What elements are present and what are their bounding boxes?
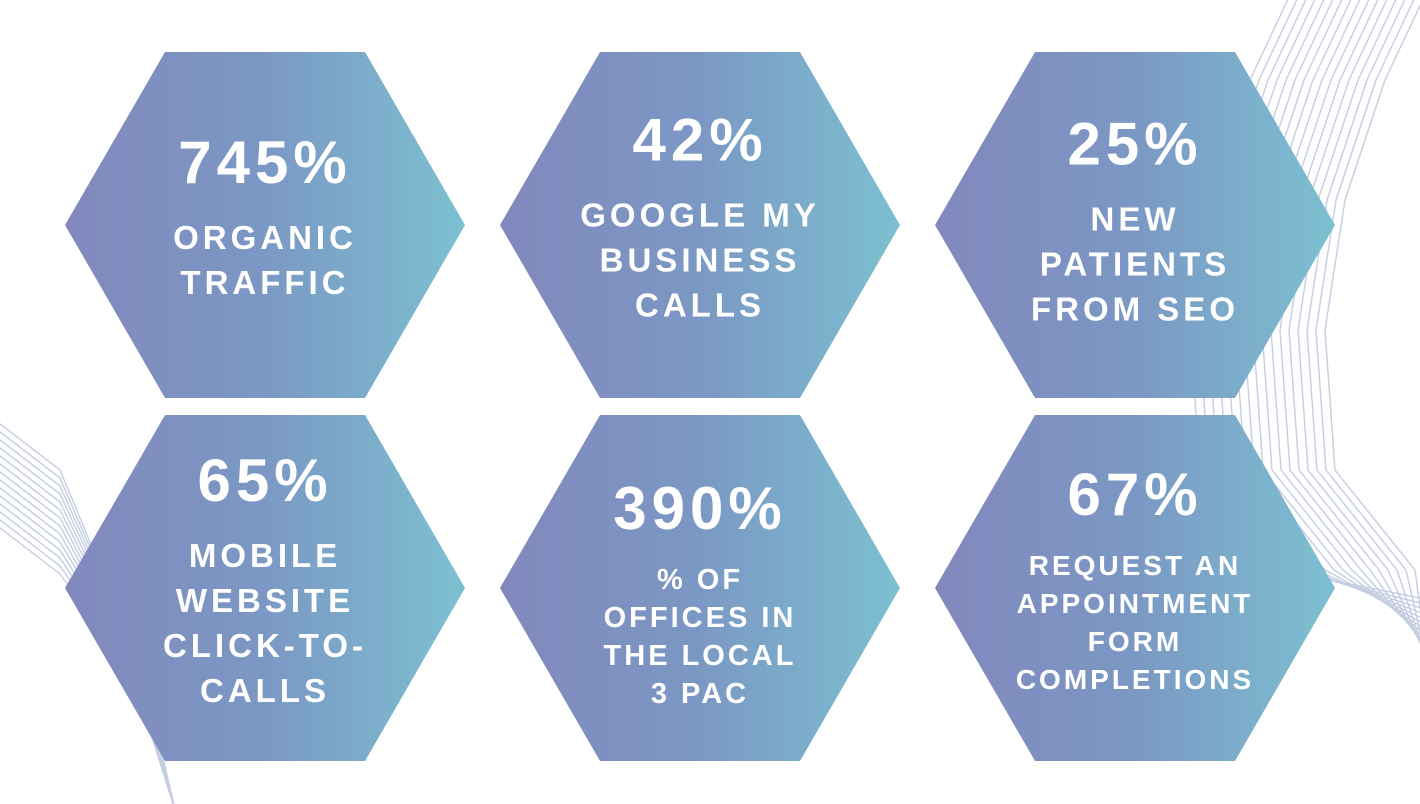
- stat-value: 745%: [178, 129, 352, 196]
- stat-label: MOBILE WEBSITE CLICK-TO- CALLS: [162, 537, 368, 709]
- decorative-line: [1297, 0, 1420, 644]
- stat-label: NEW PATIENTS FROM SEO: [1030, 200, 1239, 328]
- decorative-line: [1306, 0, 1420, 643]
- stat-hexagon-gmb-calls: 42% GOOGLE MY BUSINESS CALLS: [500, 52, 900, 398]
- stat-label: ORGANIC TRAFFIC: [173, 219, 357, 301]
- stat-label: % OF OFFICES IN THE LOCAL 3 PAC: [603, 564, 797, 710]
- stat-hexagon-mobile-click-to-calls: 65% MOBILE WEBSITE CLICK-TO- CALLS: [65, 415, 465, 761]
- decorative-line: [1279, 0, 1420, 642]
- stat-label: GOOGLE MY BUSINESS CALLS: [580, 196, 820, 324]
- stat-value: 65%: [197, 447, 333, 514]
- stat-value: 25%: [1067, 110, 1203, 178]
- stat-value: 42%: [632, 106, 768, 174]
- decorative-line: [1288, 0, 1420, 644]
- decorative-line: [1324, 3, 1420, 613]
- stat-value: 390%: [613, 475, 787, 542]
- decorative-line: [1315, 0, 1420, 635]
- stat-hexagon-local-3-pack: 390% % OF OFFICES IN THE LOCAL 3 PAC: [500, 415, 900, 761]
- stat-value: 67%: [1067, 461, 1203, 528]
- stat-label: REQUEST AN APPOINTMENT FORM COMPLETIONS: [1015, 550, 1255, 695]
